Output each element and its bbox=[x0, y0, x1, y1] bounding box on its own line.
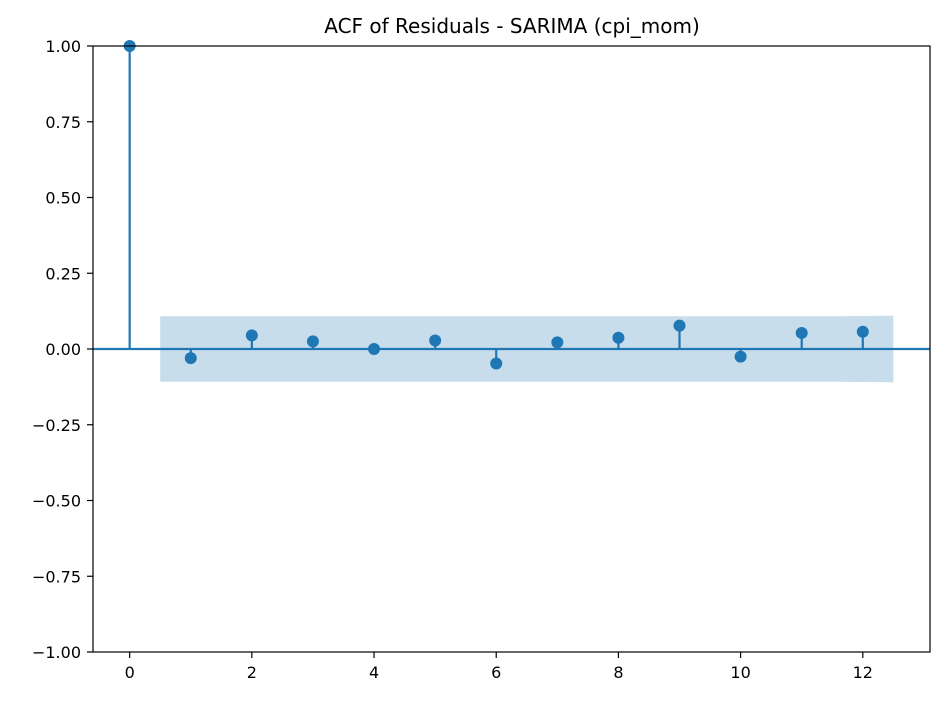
acf-marker-lag-1 bbox=[184, 352, 197, 365]
acf-marker-lag-8 bbox=[612, 331, 625, 344]
y-tick-label: 0.25 bbox=[45, 264, 81, 283]
x-tick-label: 12 bbox=[853, 663, 873, 682]
acf-marker-lag-4 bbox=[368, 343, 381, 355]
acf-marker-lag-2 bbox=[245, 329, 258, 342]
acf-marker-lag-10 bbox=[734, 350, 747, 363]
x-tick-label: 8 bbox=[613, 663, 623, 682]
acf-marker-lag-6 bbox=[490, 357, 503, 370]
y-tick-label: −0.75 bbox=[32, 567, 81, 586]
x-tick-label: 6 bbox=[491, 663, 501, 682]
x-tick-label: 10 bbox=[730, 663, 750, 682]
acf-marker-lag-11 bbox=[795, 326, 808, 339]
acf-marker-lag-12 bbox=[856, 325, 869, 338]
y-tick-label: −1.00 bbox=[32, 643, 81, 662]
x-tick-label: 0 bbox=[125, 663, 135, 682]
y-tick-label: 0.50 bbox=[45, 189, 81, 208]
plot-area bbox=[92, 40, 931, 653]
acf-marker-lag-7 bbox=[551, 336, 564, 349]
y-tick-label: −0.50 bbox=[32, 492, 81, 511]
x-axis: 0 2 4 6 8 10 12 bbox=[125, 652, 873, 682]
y-tick-label: 0.00 bbox=[45, 340, 81, 359]
chart-title: ACF of Residuals - SARIMA (cpi_mom) bbox=[324, 14, 700, 38]
x-tick-label: 2 bbox=[247, 663, 257, 682]
x-tick-label: 4 bbox=[369, 663, 379, 682]
y-axis: −1.00 −0.75 −0.50 −0.25 0.00 0.25 0.50 0.75 1.00 bbox=[32, 37, 93, 662]
y-tick-label: −0.25 bbox=[32, 416, 81, 435]
acf-marker-lag-5 bbox=[429, 334, 442, 347]
y-tick-label: 0.75 bbox=[45, 113, 81, 132]
acf-marker-lag-9 bbox=[673, 319, 686, 332]
y-tick-label: 1.00 bbox=[45, 37, 81, 56]
acf-marker-lag-3 bbox=[306, 335, 319, 348]
